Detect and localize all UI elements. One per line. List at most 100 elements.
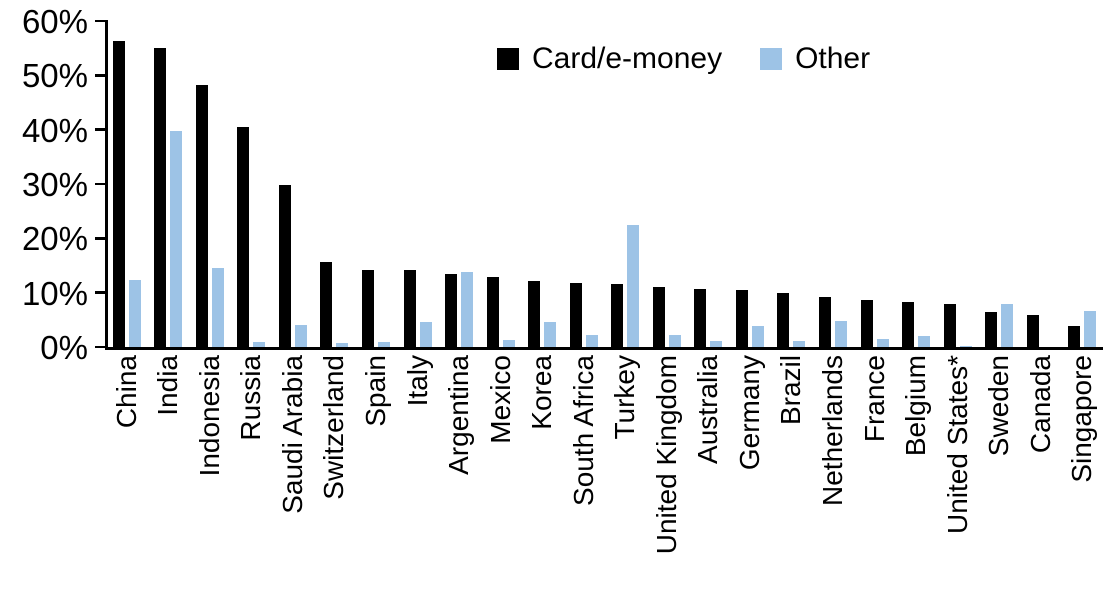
bar-card-e-money-mexico bbox=[486, 276, 499, 347]
legend-item-card-e-money: Card/e-money bbox=[497, 44, 722, 74]
bar-card-e-money-sweden bbox=[985, 311, 998, 347]
x-axis-label-singapore: Singapore bbox=[1061, 355, 1103, 593]
x-axis-label-italy: Italy bbox=[397, 355, 439, 593]
x-axis-label-saudi-arabia: Saudi Arabia bbox=[272, 355, 314, 593]
x-axis-label-text: Germany bbox=[733, 355, 765, 471]
x-axis-label-text: Brazil bbox=[775, 355, 807, 426]
bar-other-indonesia bbox=[211, 267, 224, 347]
y-axis-tick bbox=[95, 345, 106, 349]
x-axis-label-text: Canada bbox=[1024, 355, 1056, 454]
y-axis-tick-label: 0% bbox=[40, 329, 88, 366]
bar-other-argentina bbox=[461, 272, 474, 347]
x-axis-label-text: Singapore bbox=[1066, 355, 1098, 483]
bar-card-e-money-united-kingdom bbox=[652, 286, 665, 347]
y-axis-tick bbox=[95, 19, 106, 23]
y-axis-tick bbox=[95, 74, 106, 77]
x-axis-label-russia: Russia bbox=[231, 355, 273, 593]
bar-other-korea bbox=[544, 322, 557, 347]
bar-card-e-money-united-states bbox=[943, 304, 956, 347]
y-axis-tick bbox=[95, 182, 106, 186]
x-axis-label-text: Switzerland bbox=[318, 355, 350, 500]
bar-card-e-money-italy bbox=[403, 270, 416, 347]
y-axis bbox=[104, 20, 108, 350]
x-axis-label-australia: Australia bbox=[688, 355, 730, 593]
bar-other-sweden bbox=[1001, 303, 1014, 347]
x-axis-label-text: China bbox=[110, 355, 142, 429]
bar-other-belgium bbox=[918, 336, 931, 347]
bar-other-brazil bbox=[793, 341, 806, 347]
bar-other-singapore bbox=[1084, 311, 1097, 347]
bar-card-e-money-netherlands bbox=[818, 297, 831, 347]
y-axis-tick bbox=[95, 128, 106, 131]
x-axis-label-text: Sweden bbox=[983, 355, 1015, 457]
x-axis-label-canada: Canada bbox=[1020, 355, 1062, 593]
legend: Card/e-money Other bbox=[497, 44, 870, 74]
bar-other-germany bbox=[751, 325, 764, 347]
bar-card-e-money-france bbox=[860, 300, 873, 347]
bar-other-netherlands bbox=[834, 320, 847, 347]
x-axis-label-germany: Germany bbox=[729, 355, 771, 593]
bar-card-e-money-south-africa bbox=[569, 283, 582, 347]
y-axis-tick-label: 10% bbox=[21, 274, 88, 312]
bar-other-france bbox=[876, 339, 889, 347]
bar-card-e-money-argentina bbox=[445, 274, 458, 347]
x-axis-label-text: South Africa bbox=[567, 355, 599, 506]
x-axis-label-text: Russia bbox=[235, 355, 267, 441]
bar-card-e-money-china bbox=[112, 41, 125, 347]
x-axis-label-text: United States* bbox=[941, 355, 973, 534]
x-axis-label-text: Belgium bbox=[900, 355, 932, 457]
x-axis-label-france: France bbox=[854, 355, 896, 593]
y-axis-tick-label: 40% bbox=[21, 111, 88, 149]
x-axis-label-china: China bbox=[106, 355, 148, 593]
bar-other-saudi-arabia bbox=[294, 325, 307, 347]
bar-other-india bbox=[170, 131, 183, 347]
bar-other-switzerland bbox=[336, 342, 349, 347]
y-axis-tick-label: 60% bbox=[21, 3, 88, 40]
y-axis-tick-label: 30% bbox=[21, 166, 88, 203]
x-axis-label-text: Saudi Arabia bbox=[276, 355, 308, 514]
bar-other-italy bbox=[419, 322, 432, 347]
legend-label-other: Other bbox=[795, 42, 871, 75]
bar-card-e-money-indonesia bbox=[195, 84, 208, 347]
bar-other-turkey bbox=[627, 224, 640, 347]
x-axis-label-text: Korea bbox=[526, 355, 558, 430]
x-axis-label-text: India bbox=[152, 355, 184, 416]
x-axis-label-text: United Kingdom bbox=[650, 355, 682, 555]
bar-card-e-money-canada bbox=[1026, 314, 1039, 347]
bar-card-e-money-turkey bbox=[611, 283, 624, 347]
bar-other-united-kingdom bbox=[668, 334, 681, 347]
x-axis-label-netherlands: Netherlands bbox=[812, 355, 854, 593]
x-axis-label-argentina: Argentina bbox=[438, 355, 480, 593]
legend-swatch-other bbox=[760, 48, 783, 70]
y-axis-tick bbox=[95, 237, 106, 240]
bar-other-china bbox=[128, 280, 141, 347]
x-axis bbox=[106, 346, 1103, 350]
bar-other-mexico bbox=[502, 339, 515, 347]
bar-other-south-africa bbox=[585, 334, 598, 347]
x-axis-label-korea: Korea bbox=[521, 355, 563, 593]
x-axis-label-mexico: Mexico bbox=[480, 355, 522, 593]
bar-card-e-money-india bbox=[154, 48, 167, 347]
x-axis-label-brazil: Brazil bbox=[771, 355, 813, 593]
x-axis-label-united-kingdom: United Kingdom bbox=[646, 355, 688, 593]
x-axis-label-text: Spain bbox=[360, 355, 392, 427]
bar-card-e-money-switzerland bbox=[320, 262, 333, 347]
x-axis-label-text: Mexico bbox=[484, 355, 516, 444]
x-axis-label-spain: Spain bbox=[355, 355, 397, 593]
bar-other-australia bbox=[710, 341, 723, 347]
x-axis-label-text: Turkey bbox=[609, 355, 641, 440]
x-axis-label-text: Italy bbox=[401, 355, 433, 407]
legend-item-other: Other bbox=[760, 44, 870, 74]
x-axis-label-sweden: Sweden bbox=[978, 355, 1020, 593]
bar-card-e-money-spain bbox=[362, 269, 375, 347]
y-axis-tick-label: 50% bbox=[21, 57, 88, 95]
x-axis-label-text: France bbox=[858, 355, 890, 443]
y-axis-tick-label: 20% bbox=[21, 220, 88, 258]
bar-card-e-money-russia bbox=[237, 126, 250, 347]
bar-other-spain bbox=[378, 341, 391, 347]
x-axis-label-united-states: United States* bbox=[937, 355, 979, 593]
x-axis-label-text: Australia bbox=[692, 355, 724, 464]
legend-swatch-card-e-money bbox=[497, 48, 519, 70]
bar-card-e-money-saudi-arabia bbox=[278, 185, 291, 347]
bar-card-e-money-australia bbox=[694, 288, 707, 347]
